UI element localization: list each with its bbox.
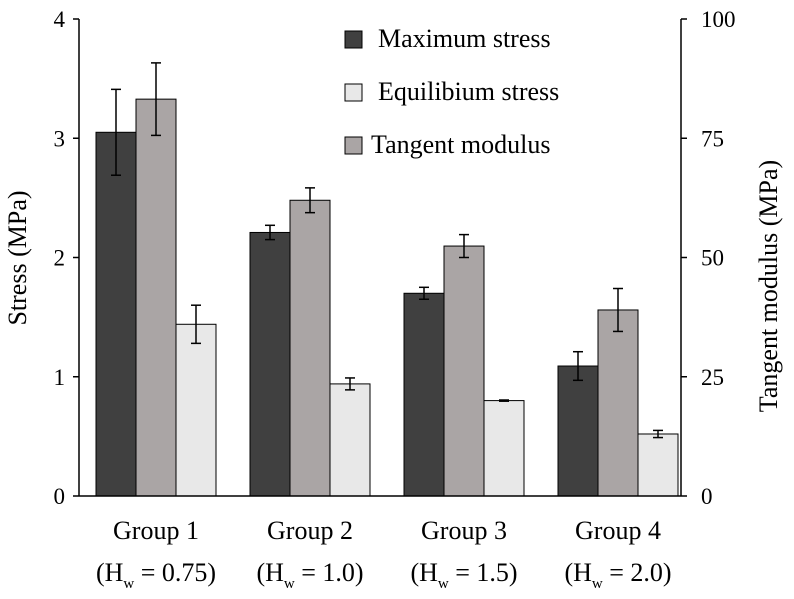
- legend-swatch-equilibium-stress: [344, 83, 363, 102]
- legend-label-equilibium-stress: Equilibium stress: [378, 77, 559, 106]
- legend-swatch-tangent-modulus: [344, 136, 363, 155]
- bar-tangent-modulus-3: [443, 245, 485, 497]
- y-tick-label-right: 0: [701, 484, 713, 509]
- x-tick-sublabel-group-1: (Hw = 0.75): [96, 558, 216, 592]
- bar-tangent-modulus-1: [135, 98, 177, 497]
- x-tick-sublabel-group-2: (Hw = 1.0): [256, 558, 363, 592]
- bar-maximum-stress-3: [403, 292, 445, 497]
- bar-tangent-modulus-2: [289, 199, 331, 497]
- x-tick-label-group-4: Group 4: [575, 516, 661, 545]
- plot-area: 0 1 2 3 4 0 25 50 75 100 Group 1 (Hw = 0.75) Group 2…: [54, 7, 736, 592]
- bar-maximum-stress-4: [557, 365, 599, 497]
- legend-swatch-maximum-stress: [344, 30, 363, 49]
- x-tick-label-group-2: Group 2: [267, 516, 353, 545]
- y-tick-label-left: 2: [54, 246, 66, 271]
- y-tick-label-right: 25: [701, 365, 724, 390]
- y-tick-label-right: 75: [701, 126, 724, 151]
- bar-tangent-modulus-4: [597, 309, 639, 497]
- x-tick-label-group-3: Group 3: [421, 516, 507, 545]
- y-axis-title-left: Stress (MPa): [3, 190, 32, 325]
- bar-equilibium-stress-4: [637, 433, 679, 497]
- x-tick-label-group-1: Group 1: [113, 516, 199, 545]
- y-tick-label-left: 0: [54, 484, 66, 509]
- y-axis-title-right: Tangent modulus (MPa): [754, 160, 783, 412]
- bar-equilibium-stress-2: [329, 383, 371, 497]
- bar-maximum-stress-2: [249, 231, 291, 497]
- y-tick-label-left: 3: [54, 126, 66, 151]
- legend-label-tangent-modulus: Tangent modulus: [371, 130, 550, 159]
- legend-label-maximum-stress: Maximum stress: [378, 24, 551, 53]
- y-tick-label-left: 4: [54, 7, 66, 32]
- y-tick-label-left: 1: [54, 365, 66, 390]
- bar-equilibium-stress-1: [175, 323, 217, 497]
- x-tick-sublabel-group-4: (Hw = 2.0): [564, 558, 671, 592]
- y-tick-label-right: 100: [701, 7, 736, 32]
- bar-equilibium-stress-3: [483, 400, 525, 497]
- x-tick-sublabel-group-3: (Hw = 1.5): [410, 558, 517, 592]
- y-tick-label-right: 50: [701, 246, 724, 271]
- bar-maximum-stress-1: [95, 131, 137, 497]
